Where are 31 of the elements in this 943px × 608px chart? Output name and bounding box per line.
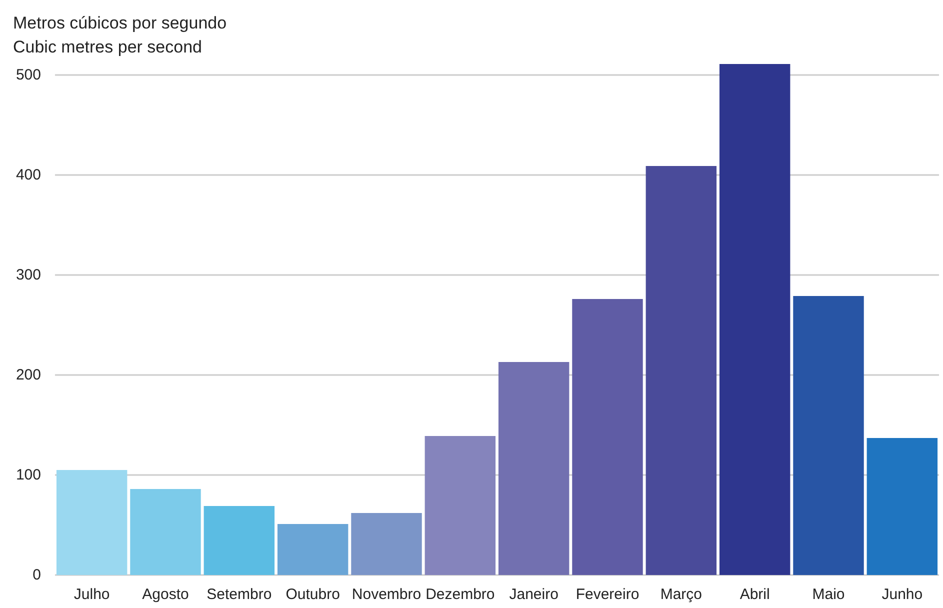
y-tick-label: 500 — [16, 66, 41, 84]
bar — [351, 513, 422, 575]
x-tick-label: Outubro — [286, 586, 340, 603]
bar — [498, 362, 570, 575]
bar — [793, 296, 864, 575]
bar — [424, 436, 496, 575]
y-tick-label: 200 — [16, 366, 41, 384]
x-tick-label: Novembro — [352, 586, 422, 603]
x-tick-label: Fevereiro — [576, 586, 640, 603]
bar — [56, 470, 128, 575]
bar — [719, 64, 790, 575]
x-tick-label: Agosto — [142, 586, 189, 603]
x-tick-label: Janeiro — [509, 586, 558, 603]
bar — [277, 524, 348, 575]
y-tick-label: 0 — [32, 566, 41, 584]
x-tick-label: Dezembro — [426, 586, 495, 603]
y-axis-title: Metros cúbicos por segundo Cubic metres per second — [13, 14, 227, 56]
bar — [204, 506, 275, 575]
bar — [646, 166, 717, 575]
y-tick-label: 100 — [16, 466, 41, 484]
x-tick-label: Março — [660, 586, 702, 603]
y-tick-label: 300 — [16, 266, 41, 284]
bar — [866, 438, 938, 575]
x-tick-label: Setembro — [206, 586, 272, 603]
x-tick-label: Julho — [74, 586, 110, 603]
y-tick-label: 400 — [16, 166, 41, 184]
bar — [572, 299, 643, 575]
x-tick-label: Junho — [882, 586, 923, 603]
x-tick-label: Maio — [812, 586, 845, 603]
x-tick-label: Abril — [740, 586, 770, 603]
bar — [130, 489, 201, 575]
